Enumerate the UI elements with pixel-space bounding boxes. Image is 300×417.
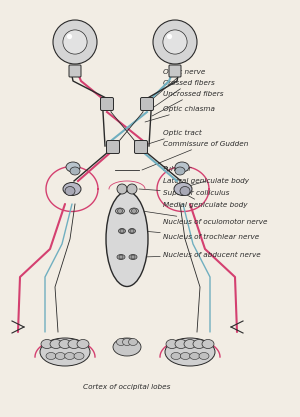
Ellipse shape [129, 254, 137, 259]
FancyBboxPatch shape [100, 98, 113, 111]
Ellipse shape [116, 208, 124, 214]
Ellipse shape [77, 339, 89, 349]
Ellipse shape [65, 186, 75, 196]
Text: Medial geniculate body: Medial geniculate body [163, 195, 248, 208]
Circle shape [131, 208, 136, 214]
Circle shape [163, 30, 187, 54]
Ellipse shape [180, 352, 190, 359]
Ellipse shape [193, 339, 205, 349]
Ellipse shape [174, 183, 192, 196]
Circle shape [63, 30, 87, 54]
Ellipse shape [50, 339, 62, 349]
Text: Commissure of Gudden: Commissure of Gudden [142, 141, 248, 170]
Ellipse shape [46, 352, 56, 359]
Ellipse shape [166, 339, 178, 349]
Circle shape [67, 34, 72, 39]
Ellipse shape [55, 352, 65, 359]
FancyBboxPatch shape [106, 141, 119, 153]
Text: Superior colliculus: Superior colliculus [139, 189, 230, 196]
Ellipse shape [40, 338, 90, 366]
Ellipse shape [130, 208, 139, 214]
Ellipse shape [128, 339, 137, 346]
Text: Optic nerve: Optic nerve [149, 69, 206, 102]
Ellipse shape [184, 339, 196, 349]
Ellipse shape [66, 162, 80, 172]
Circle shape [167, 34, 172, 39]
Ellipse shape [41, 339, 53, 349]
Ellipse shape [74, 352, 84, 359]
Circle shape [53, 20, 97, 64]
Text: Optic tract: Optic tract [145, 130, 202, 145]
Circle shape [127, 184, 137, 194]
Text: Pulvinar: Pulvinar [163, 165, 192, 172]
Text: Nucleus of oculomotor nerve: Nucleus of oculomotor nerve [142, 211, 268, 225]
Text: Nucleus of trochlear nerve: Nucleus of trochlear nerve [142, 231, 259, 240]
Ellipse shape [117, 254, 125, 259]
Circle shape [118, 208, 122, 214]
Ellipse shape [165, 338, 215, 366]
Circle shape [130, 229, 134, 233]
Circle shape [120, 229, 124, 233]
Ellipse shape [199, 352, 209, 359]
Ellipse shape [202, 339, 214, 349]
Text: Cortex of occipital lobes: Cortex of occipital lobes [83, 384, 171, 390]
Ellipse shape [65, 352, 75, 359]
Ellipse shape [63, 183, 81, 196]
Ellipse shape [175, 339, 187, 349]
FancyBboxPatch shape [169, 65, 181, 77]
Circle shape [117, 184, 127, 194]
Ellipse shape [180, 186, 190, 196]
Ellipse shape [122, 339, 131, 346]
Ellipse shape [106, 191, 148, 286]
Ellipse shape [68, 339, 80, 349]
Text: Optic chiasma: Optic chiasma [145, 106, 215, 122]
Ellipse shape [70, 167, 80, 175]
Ellipse shape [59, 339, 71, 349]
Ellipse shape [118, 229, 125, 234]
Ellipse shape [175, 167, 185, 175]
Ellipse shape [113, 338, 141, 356]
FancyBboxPatch shape [140, 98, 154, 111]
FancyBboxPatch shape [134, 141, 148, 153]
FancyBboxPatch shape [69, 65, 81, 77]
Circle shape [153, 20, 197, 64]
Ellipse shape [171, 352, 181, 359]
Text: Nucleus of abducent nerve: Nucleus of abducent nerve [142, 252, 261, 258]
Text: Lateral geniculate body: Lateral geniculate body [163, 178, 249, 186]
Ellipse shape [116, 339, 125, 346]
Ellipse shape [175, 162, 189, 172]
Circle shape [119, 255, 123, 259]
Text: Uncrossed fibers: Uncrossed fibers [152, 91, 224, 116]
Circle shape [131, 255, 135, 259]
Ellipse shape [190, 352, 200, 359]
Text: Crossed fibers: Crossed fibers [151, 80, 215, 109]
Ellipse shape [128, 229, 136, 234]
